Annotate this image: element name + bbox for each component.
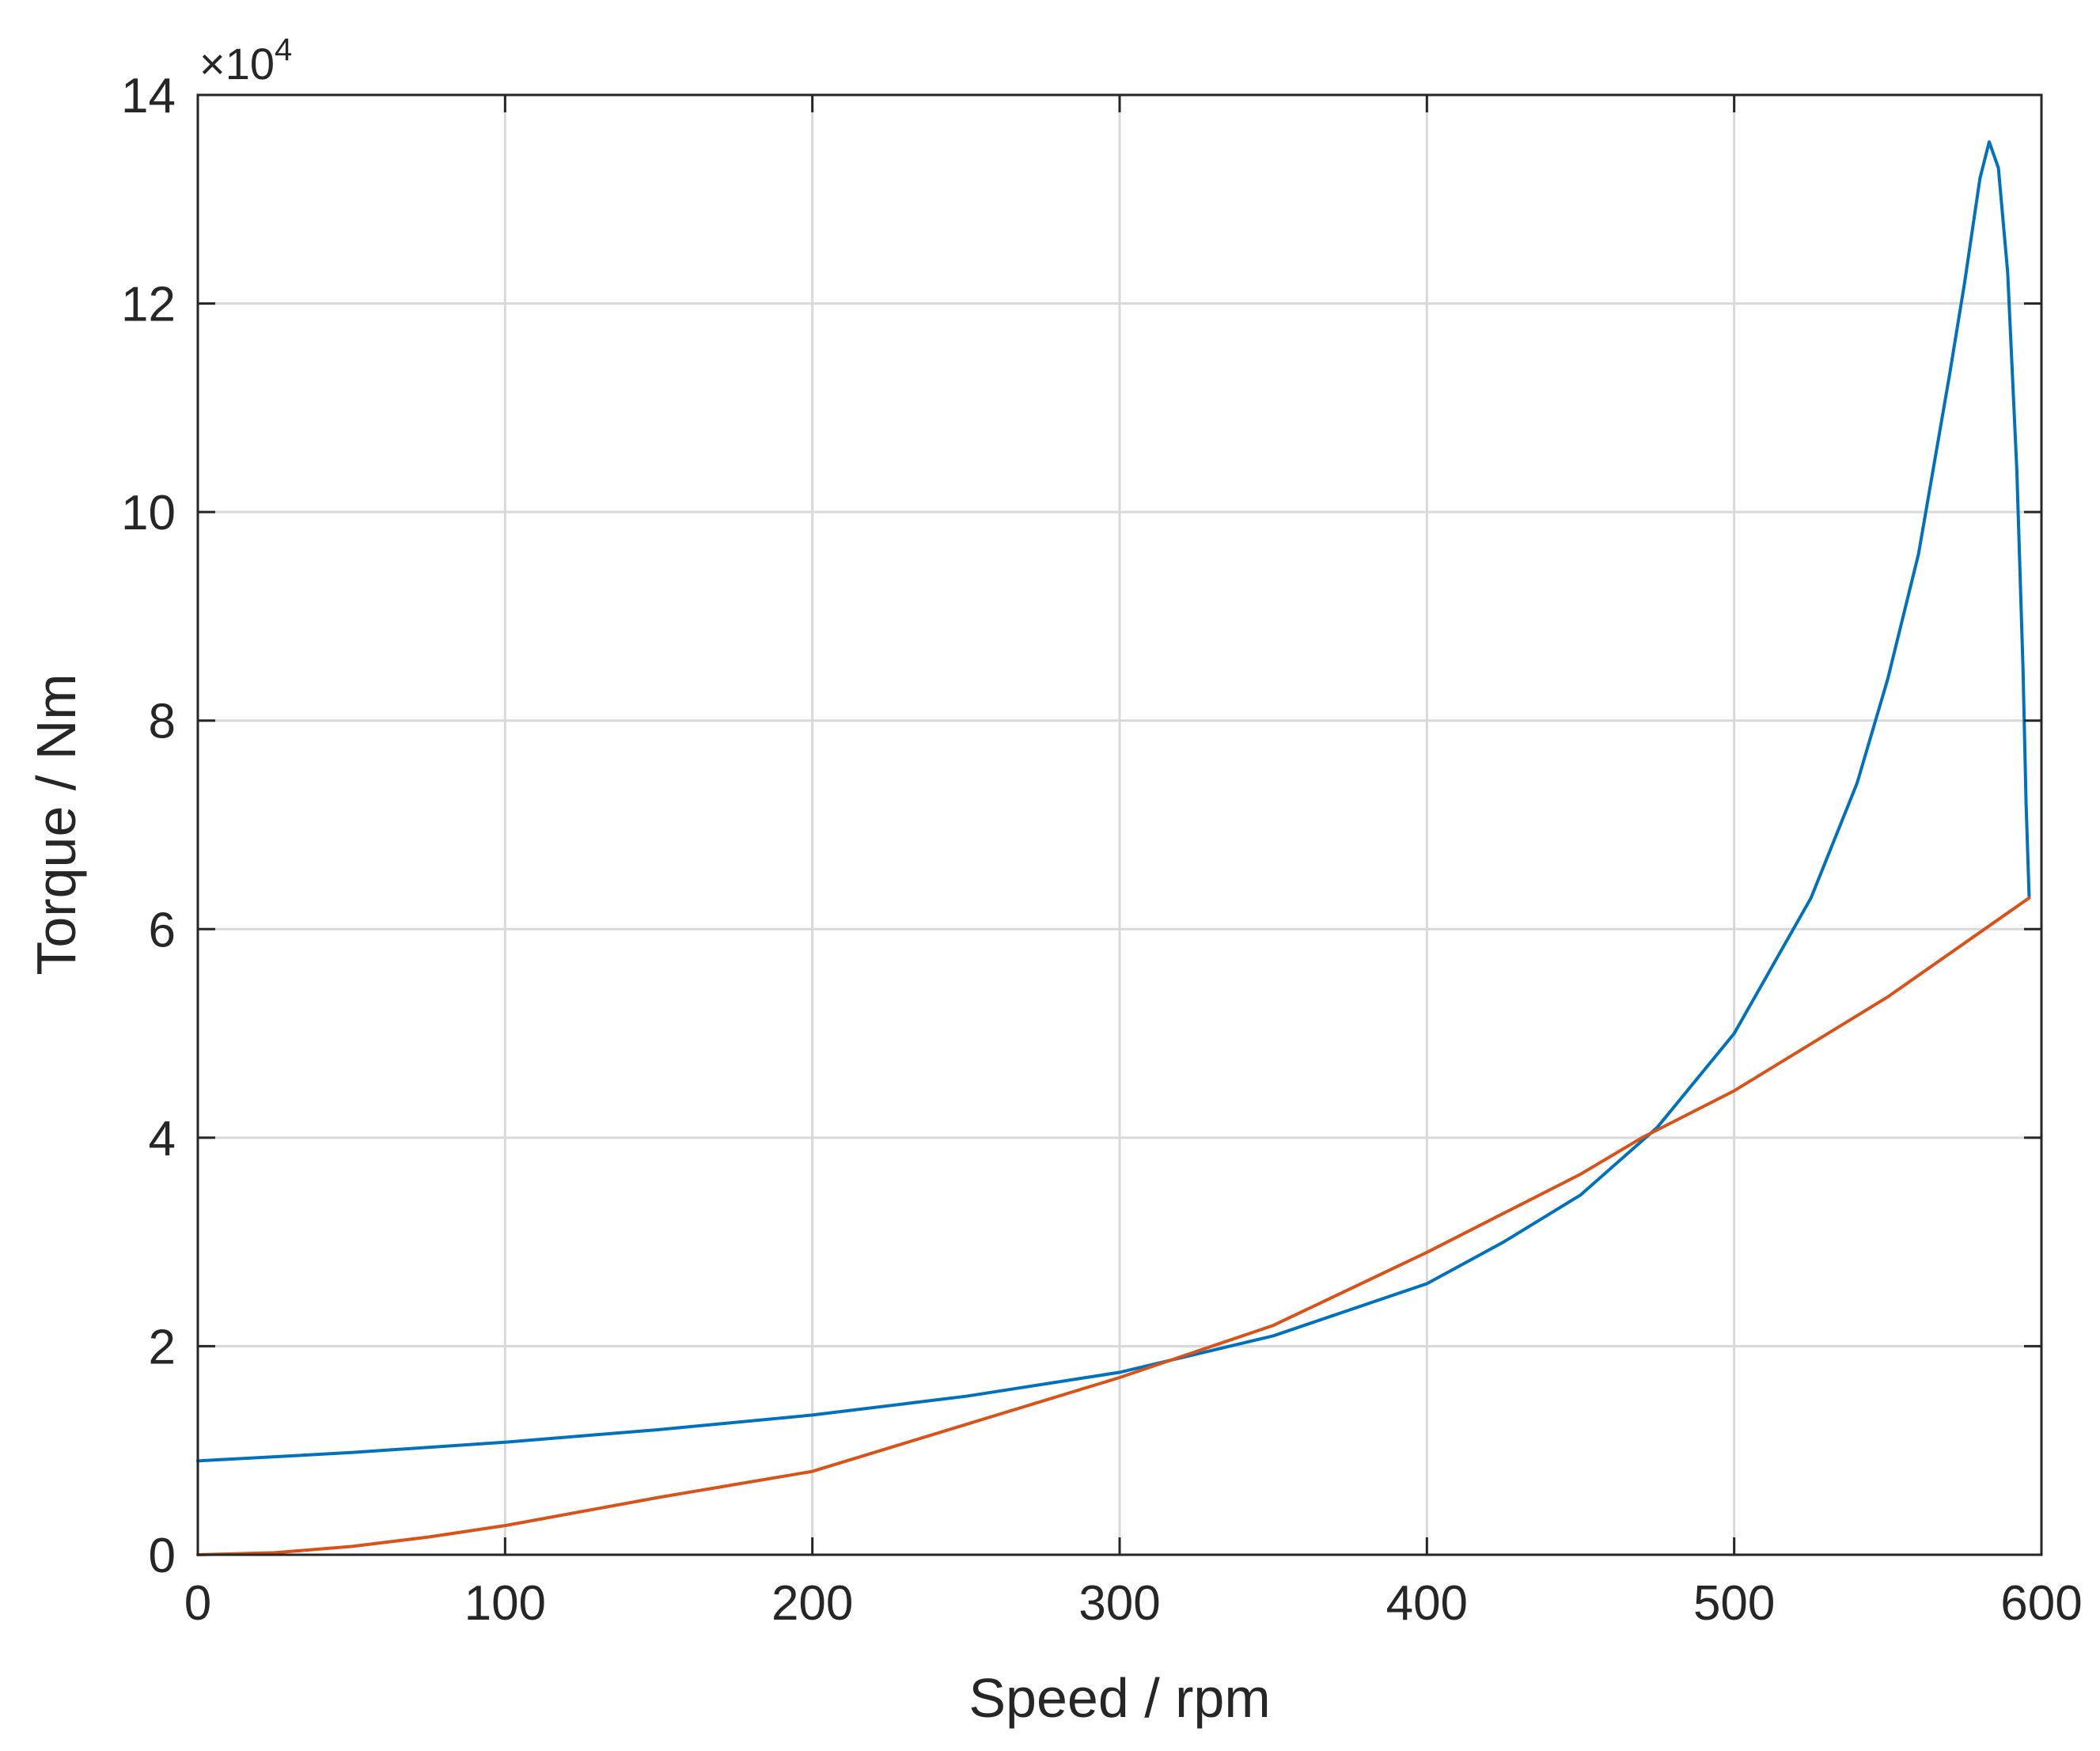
y-axis-label: Torque / Nm xyxy=(25,673,87,975)
y-tick-label: 4 xyxy=(149,1112,176,1166)
y-exponent-prefix: ×10 xyxy=(199,39,275,89)
y-tick-labels: 0 2 4 6 8 10 12 14 xyxy=(121,69,176,1583)
x-tick-label: 300 xyxy=(1078,1576,1160,1631)
y-exponent-label: ×104 xyxy=(199,32,292,89)
axis-ticks xyxy=(196,93,2043,1556)
y-tick-label: 12 xyxy=(121,278,176,332)
y-exponent-power: 4 xyxy=(275,32,292,67)
y-tick-label: 14 xyxy=(121,69,176,123)
x-tick-label: 500 xyxy=(1693,1576,1775,1631)
x-axis-label: Speed / rpm xyxy=(969,1667,1270,1729)
y-tick-label: 6 xyxy=(149,903,176,957)
x-tick-label: 400 xyxy=(1386,1576,1468,1631)
series-line-blue xyxy=(196,140,2031,1463)
x-tick-label: 100 xyxy=(464,1576,546,1631)
x-tick-labels: 0 100 200 300 400 500 600 xyxy=(184,1576,2083,1631)
y-tick-label: 10 xyxy=(121,486,176,540)
x-tick-label: 600 xyxy=(2000,1576,2082,1631)
x-tick-label: 200 xyxy=(771,1576,853,1631)
y-tick-label: 0 xyxy=(149,1529,176,1583)
x-tick-label: 0 xyxy=(184,1576,211,1631)
y-tick-label: 8 xyxy=(149,695,176,749)
data-series xyxy=(196,140,2031,1556)
grid-lines xyxy=(198,95,2041,1555)
series-line-orange xyxy=(196,896,2031,1556)
y-tick-label: 2 xyxy=(149,1320,176,1374)
